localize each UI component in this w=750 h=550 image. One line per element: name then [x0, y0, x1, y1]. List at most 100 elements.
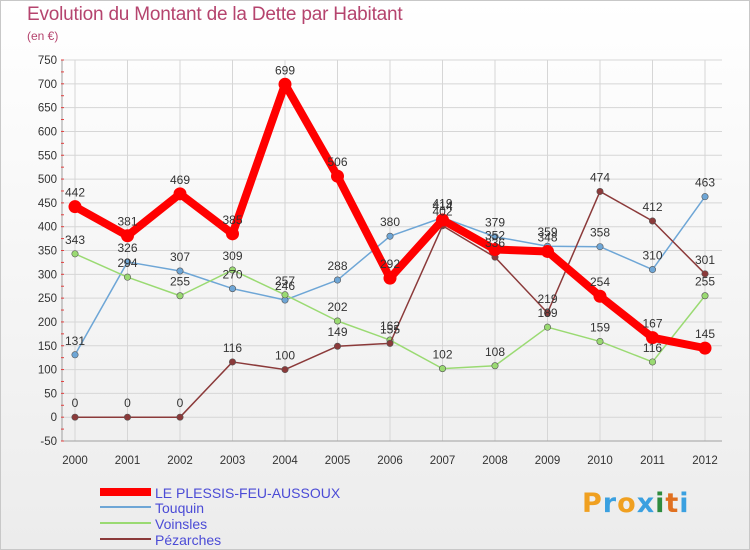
- data-point: [436, 213, 449, 227]
- y-tick-label: -50: [40, 436, 57, 448]
- data-label: 145: [695, 327, 715, 341]
- data-point: [646, 331, 659, 345]
- data-label: 352: [485, 229, 505, 243]
- data-label: 159: [590, 320, 610, 334]
- y-tick-label: 150: [38, 341, 57, 353]
- data-label: 255: [695, 275, 715, 289]
- data-label: 474: [590, 170, 610, 184]
- logo-letter: i: [655, 488, 666, 519]
- data-label: 419: [432, 197, 452, 211]
- series-le-plessis-feu-aussoux: [68, 77, 712, 355]
- data-label: 202: [327, 300, 347, 314]
- data-point: [698, 341, 712, 355]
- y-tick-label: 650: [38, 103, 57, 115]
- data-label: 326: [117, 241, 137, 255]
- data-point: [648, 358, 656, 366]
- x-tick-label: 2000: [62, 455, 88, 467]
- data-point: [386, 232, 394, 240]
- data-point: [331, 169, 344, 183]
- x-tick-label: 2009: [535, 455, 561, 467]
- x-tick-label: 2007: [430, 455, 456, 467]
- unit-label: (en €): [27, 29, 59, 43]
- x-tick-label: 2012: [692, 455, 718, 467]
- data-label: 219: [537, 292, 557, 306]
- data-label: 294: [117, 256, 137, 270]
- data-label: 162: [380, 319, 400, 333]
- data-label: 0: [177, 396, 184, 410]
- data-label: 307: [170, 250, 190, 264]
- x-tick-label: 2001: [115, 455, 141, 467]
- data-label: 359: [537, 225, 557, 239]
- y-tick-label: 550: [38, 150, 57, 162]
- y-tick-label: 600: [38, 126, 57, 138]
- data-point: [648, 266, 656, 274]
- data-label: 108: [485, 345, 505, 359]
- data-labels: 442 381 469 385 699 506 292 414 352 348 254 167 145 1…: [65, 63, 715, 410]
- data-label: 310: [642, 249, 662, 263]
- y-tick-label: 450: [38, 198, 57, 210]
- data-label: 149: [327, 325, 347, 339]
- data-label: 254: [590, 275, 610, 289]
- data-point: [386, 339, 394, 347]
- data-point: [281, 291, 289, 299]
- y-tick-label: 750: [38, 55, 57, 67]
- gridlines: [62, 59, 722, 442]
- legend-label-voinsles: Voinsles: [155, 516, 208, 532]
- data-point: [333, 342, 341, 350]
- data-point: [648, 217, 656, 225]
- data-label: 348: [537, 230, 557, 244]
- data-label: 414: [432, 199, 452, 213]
- data-point: [124, 413, 132, 421]
- data-point: [68, 200, 82, 214]
- data-label: 246: [275, 279, 295, 293]
- proxiti-logo: Proxiti: [582, 488, 690, 519]
- data-label: 116: [643, 341, 662, 355]
- data-point: [278, 77, 292, 91]
- data-label: 0: [124, 396, 131, 410]
- data-label: 309: [222, 249, 242, 263]
- data-point: [701, 193, 709, 201]
- data-label: 381: [117, 215, 137, 229]
- data-label: 131: [65, 334, 85, 348]
- data-label: 167: [642, 317, 662, 331]
- y-tick-label: 350: [38, 246, 57, 258]
- legend: [100, 488, 151, 540]
- data-label: 379: [485, 216, 505, 230]
- data-point: [491, 362, 499, 370]
- data-point: [701, 292, 709, 300]
- data-label: 0: [72, 396, 79, 410]
- series-layer: [68, 77, 712, 421]
- data-point: [488, 243, 502, 257]
- x-tick-label: 2008: [482, 455, 508, 467]
- logo-letter: t: [665, 488, 680, 519]
- chart-title: Evolution du Montant de la Dette par Hab…: [27, 4, 403, 25]
- data-point: [229, 358, 237, 366]
- data-point: [229, 266, 237, 274]
- y-tick-label: 0: [51, 412, 57, 424]
- data-point: [71, 413, 79, 421]
- axes: -50 0 50 100 150 200 250 300 350 400 450 500 550 600 6…: [38, 55, 722, 467]
- y-tick-label: 400: [38, 222, 57, 234]
- x-tick-label: 2003: [220, 455, 246, 467]
- legend-label-touquin: Touquin: [155, 500, 205, 516]
- y-tick-label: 100: [38, 365, 57, 377]
- data-label: 402: [432, 205, 452, 219]
- data-label: 270: [222, 268, 242, 282]
- data-label: 463: [695, 176, 715, 190]
- data-label: 358: [590, 226, 610, 240]
- x-tick-label: 2010: [587, 455, 613, 467]
- data-point: [226, 227, 239, 241]
- data-label: 301: [695, 253, 715, 267]
- data-point: [596, 187, 604, 195]
- logo-letter: x: [636, 488, 656, 519]
- data-point: [333, 276, 341, 284]
- data-label: 155: [380, 322, 400, 336]
- data-point: [701, 270, 709, 278]
- logo-letter: o: [617, 488, 637, 519]
- data-point: [383, 271, 397, 285]
- logo-letter: r: [602, 488, 618, 519]
- data-point: [121, 229, 134, 243]
- data-point: [71, 250, 79, 258]
- y-tick-label: 200: [38, 317, 57, 329]
